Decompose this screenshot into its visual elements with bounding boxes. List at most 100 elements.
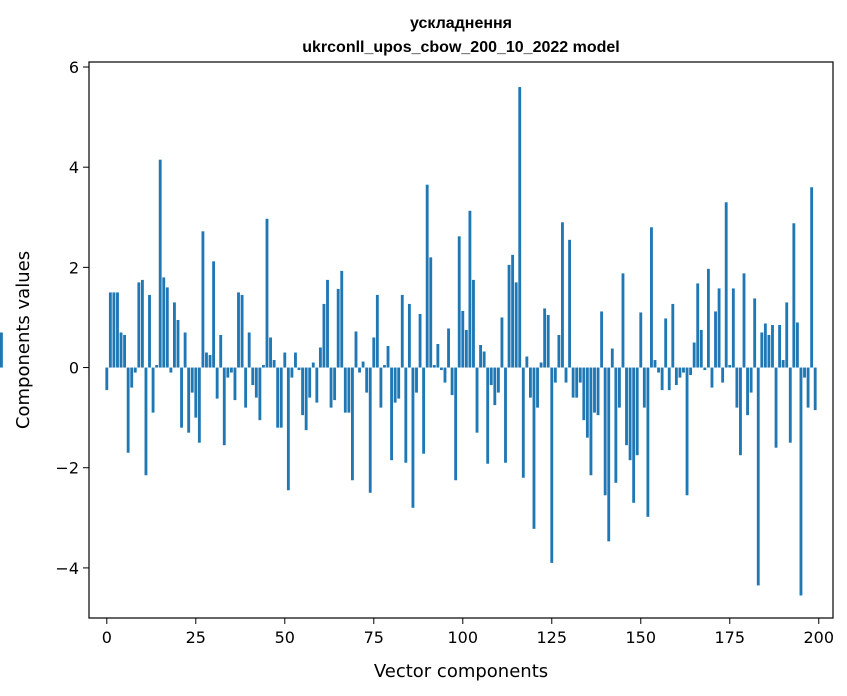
- bar-16: [162, 277, 166, 368]
- bar-112: [504, 367, 507, 463]
- bar-198: [810, 187, 814, 368]
- bar-55: [301, 367, 305, 416]
- y-axis-label: Components values: [13, 251, 34, 429]
- bar-171: [714, 311, 717, 368]
- bar-192: [788, 367, 792, 443]
- bar-undefined: [0, 332, 3, 368]
- bar-156: [660, 367, 664, 391]
- bar-93: [436, 344, 440, 368]
- bar-162: [682, 367, 685, 373]
- bar-187: [771, 324, 774, 368]
- bar-197: [806, 367, 810, 408]
- bar-51: [286, 367, 290, 491]
- bar-151: [642, 367, 646, 408]
- bar-29: [208, 355, 212, 368]
- bar-39: [244, 367, 248, 408]
- bar-110: [496, 367, 500, 393]
- bar-35: [229, 367, 233, 373]
- bar-114: [511, 254, 515, 368]
- bar-5: [123, 334, 127, 368]
- bar-195: [799, 367, 803, 596]
- bar-1: [108, 292, 112, 368]
- x-axis-ticks: 0 25 50 75 100 125 150 175 200: [102, 618, 834, 647]
- bar-52: [290, 367, 294, 378]
- x-tick-label: 125: [537, 628, 568, 647]
- bar-43: [258, 367, 262, 421]
- bar-74: [368, 367, 372, 493]
- bar-125: [550, 367, 554, 563]
- bar-123: [543, 308, 547, 368]
- bar-8: [133, 367, 137, 373]
- bar-10: [140, 279, 144, 368]
- bar-168: [703, 367, 707, 371]
- bar-193: [792, 223, 796, 368]
- chart-title-line2: ukrconll_upos_cbow_200_10_2022 model: [302, 39, 619, 56]
- bar-161: [678, 367, 682, 378]
- bar-15: [158, 159, 162, 368]
- bar-42: [254, 367, 258, 398]
- bar-65: [336, 288, 340, 368]
- bar-128: [561, 222, 564, 368]
- bar-85: [407, 303, 411, 368]
- bar-28: [205, 352, 208, 368]
- bar-174: [724, 202, 728, 368]
- bar-58: [311, 362, 315, 368]
- bar-45: [265, 218, 269, 368]
- bar-59: [315, 367, 319, 403]
- bar-116: [518, 87, 522, 368]
- bar-199: [813, 367, 817, 411]
- bar-73: [365, 367, 369, 393]
- bar-4: [119, 332, 123, 368]
- bar-76: [375, 294, 379, 368]
- bars-group: [0, 87, 817, 596]
- bar-90: [425, 184, 429, 368]
- bar-184: [760, 332, 764, 368]
- bar-94: [439, 367, 443, 371]
- bar-70: [354, 331, 358, 368]
- bar-147: [628, 367, 632, 461]
- bar-6: [126, 367, 130, 453]
- bar-118: [525, 356, 529, 368]
- bar-153: [650, 227, 653, 368]
- bar-146: [625, 367, 628, 446]
- bar-88: [418, 313, 422, 368]
- bar-20: [176, 319, 180, 368]
- bar-46: [269, 337, 272, 368]
- bar-82: [397, 367, 401, 399]
- bar-102: [468, 210, 472, 368]
- bar-19: [173, 302, 176, 368]
- bar-139: [600, 311, 604, 368]
- y-tick-label: 6: [69, 58, 79, 77]
- bar-63: [329, 367, 333, 408]
- bar-60: [318, 347, 322, 368]
- bar-41: [251, 367, 255, 386]
- bar-12: [148, 294, 151, 368]
- bar-84: [404, 367, 408, 463]
- bar-13: [151, 367, 155, 413]
- bar-56: [304, 367, 308, 431]
- bar-40: [247, 332, 251, 368]
- bar-107: [486, 367, 490, 464]
- bar-137: [593, 367, 596, 413]
- bar-21: [180, 367, 183, 428]
- bar-33: [222, 367, 226, 446]
- y-tick-label: −4: [55, 559, 79, 578]
- bar-155: [657, 367, 660, 373]
- y-axis-ticks: −4 −2 0 2 4 6: [55, 58, 89, 578]
- bar-167: [699, 329, 703, 368]
- bar-50: [283, 352, 287, 368]
- bar-106: [482, 351, 486, 368]
- bar-152: [646, 367, 650, 517]
- x-tick-label: 100: [448, 628, 479, 647]
- bar-124: [546, 314, 550, 368]
- bar-150: [639, 312, 643, 368]
- bar-83: [400, 294, 404, 368]
- bar-77: [379, 367, 383, 408]
- bar-34: [226, 367, 230, 378]
- bar-57: [308, 367, 312, 398]
- bar-149: [635, 367, 639, 456]
- bar-18: [169, 367, 173, 373]
- bar-109: [493, 367, 497, 406]
- bar-108: [489, 367, 493, 386]
- bar-79: [386, 346, 390, 368]
